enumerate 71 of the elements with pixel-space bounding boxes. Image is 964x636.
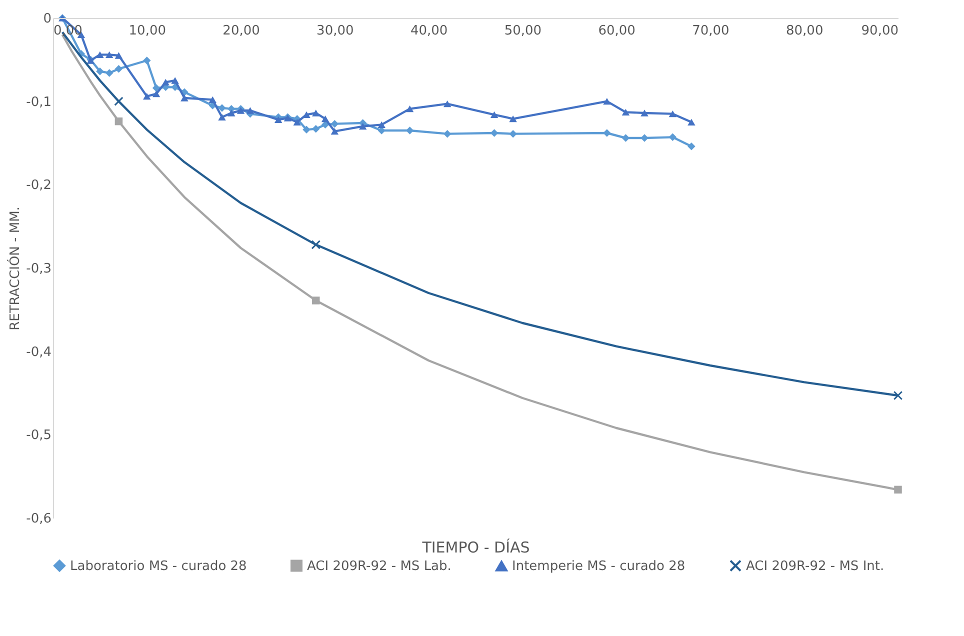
point bbox=[509, 115, 517, 122]
y-tick-label: -0,3 bbox=[26, 262, 52, 276]
point bbox=[406, 105, 414, 112]
point bbox=[443, 100, 452, 108]
x-tick-label: 80,00 bbox=[786, 24, 824, 38]
point bbox=[302, 126, 310, 134]
point bbox=[105, 51, 114, 58]
point bbox=[228, 110, 236, 116]
point bbox=[603, 98, 611, 105]
point bbox=[688, 142, 696, 150]
x-tick-label: 60,00 bbox=[598, 24, 636, 38]
point bbox=[894, 486, 902, 494]
point bbox=[622, 108, 630, 116]
point bbox=[312, 110, 320, 116]
x-tick-label: 50,00 bbox=[504, 24, 542, 38]
point bbox=[114, 96, 124, 106]
legend-label: ACI 209R-92 - MS Lab. bbox=[307, 558, 452, 574]
y-tick-label: -0,1 bbox=[26, 94, 52, 110]
point bbox=[180, 94, 188, 102]
y-tick-label: -0,4 bbox=[26, 344, 52, 360]
point bbox=[246, 107, 254, 114]
point bbox=[330, 120, 339, 128]
point bbox=[443, 130, 452, 138]
legend-label: Laboratorio MS - curado 28 bbox=[70, 558, 247, 574]
point bbox=[321, 115, 330, 122]
legend-label: ACI 209R-92 - MS Int. bbox=[746, 558, 884, 574]
point bbox=[171, 77, 179, 84]
point bbox=[114, 117, 123, 126]
point bbox=[114, 52, 123, 59]
point bbox=[668, 110, 677, 118]
point bbox=[688, 118, 696, 126]
point bbox=[218, 104, 226, 112]
point bbox=[311, 240, 321, 250]
point bbox=[330, 128, 339, 135]
point bbox=[143, 56, 151, 64]
point bbox=[509, 130, 517, 138]
y-tick-label: -0,2 bbox=[26, 178, 52, 194]
x-axis-title: TIEMPO - DÍAS bbox=[421, 538, 530, 556]
point bbox=[114, 64, 123, 73]
point bbox=[378, 121, 386, 128]
point bbox=[603, 129, 611, 137]
point bbox=[208, 96, 216, 104]
x-tick-label: 30,00 bbox=[316, 24, 354, 38]
x-tick-label: 40,00 bbox=[410, 24, 448, 38]
point bbox=[143, 92, 151, 100]
x-tick-label: 10,00 bbox=[128, 24, 166, 38]
point bbox=[312, 296, 320, 304]
y-axis-title: RETRACCIÓN - MM. bbox=[6, 206, 24, 330]
point bbox=[640, 134, 648, 142]
point bbox=[274, 116, 282, 124]
point bbox=[293, 118, 301, 126]
legend-label: Intemperie MS - curado 28 bbox=[512, 559, 686, 574]
y-tick-label: -0,6 bbox=[26, 512, 52, 526]
point bbox=[96, 67, 104, 76]
point bbox=[893, 390, 903, 400]
point bbox=[312, 124, 320, 133]
point bbox=[162, 78, 170, 86]
point bbox=[490, 111, 498, 118]
x-tick-label: 20,00 bbox=[222, 24, 260, 38]
point bbox=[152, 90, 160, 98]
y-tick-label: 0 bbox=[43, 12, 52, 26]
y-tick-label: -0,5 bbox=[26, 428, 52, 444]
point bbox=[236, 107, 245, 114]
point bbox=[668, 133, 677, 142]
point bbox=[640, 110, 648, 116]
point bbox=[358, 122, 367, 130]
point bbox=[105, 69, 114, 77]
x-tick-label: 90,00 bbox=[861, 24, 898, 38]
point bbox=[96, 51, 104, 58]
x-tick-label: 70,00 bbox=[692, 24, 730, 38]
point bbox=[218, 114, 226, 121]
